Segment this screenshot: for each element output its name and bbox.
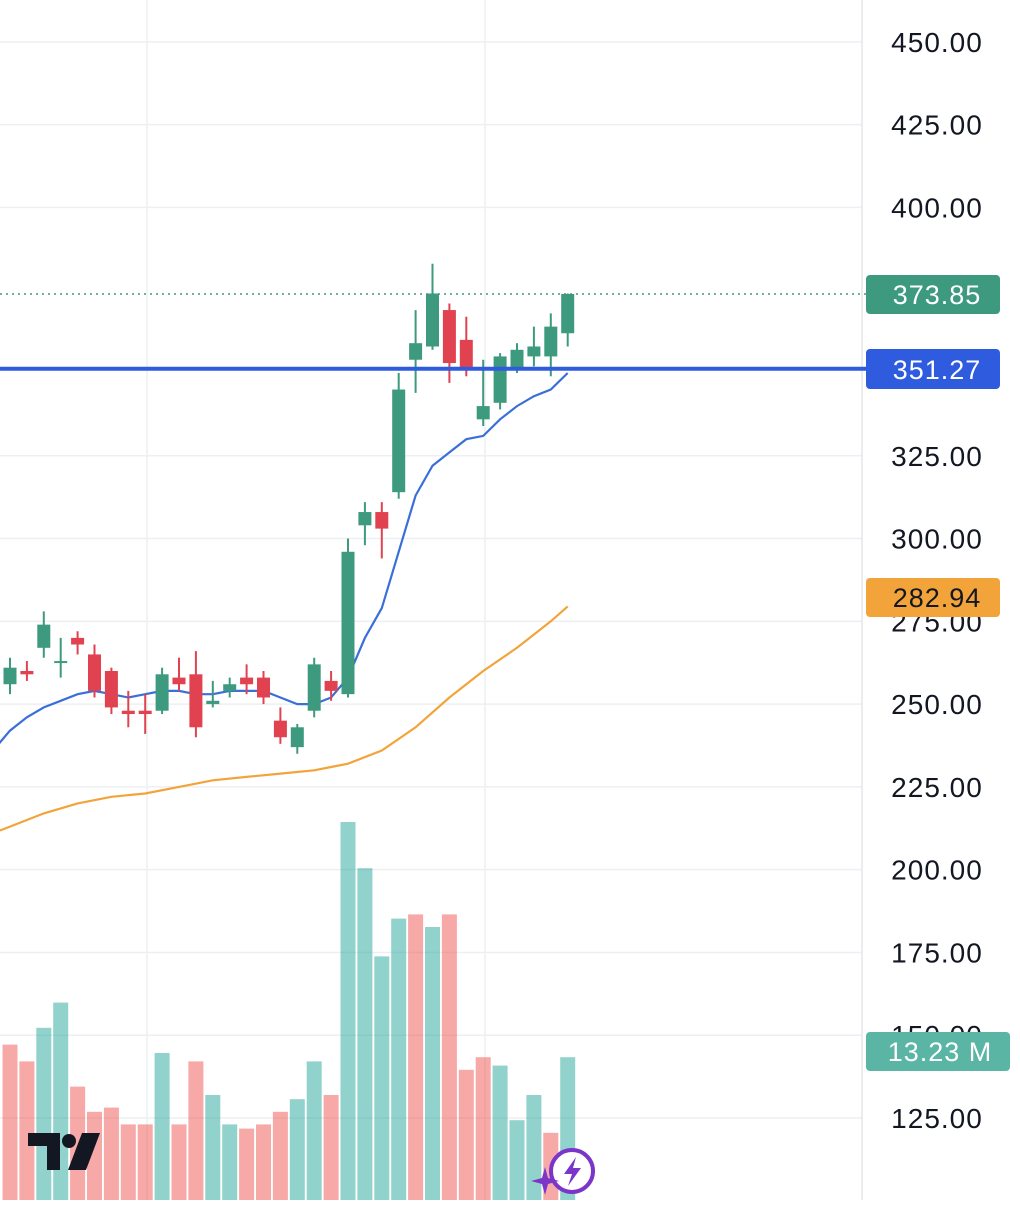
candle-body-33 bbox=[561, 294, 575, 334]
candle-body-22 bbox=[375, 512, 389, 529]
volume-bar-27 bbox=[458, 1069, 474, 1200]
price-level-lines bbox=[0, 293, 866, 371]
candle-body-20 bbox=[341, 551, 355, 695]
candle-body-13 bbox=[223, 684, 237, 691]
volume-bar-21 bbox=[357, 868, 373, 1200]
volume-bar-19 bbox=[323, 1095, 339, 1200]
candle-body-25 bbox=[426, 293, 439, 347]
volume-bar-15 bbox=[256, 1124, 271, 1200]
grid bbox=[0, 0, 863, 1200]
volume-bar-30 bbox=[509, 1120, 525, 1200]
volume-bar-11 bbox=[188, 1061, 204, 1200]
candle-body-3 bbox=[54, 661, 68, 664]
axis-tick-label-0: 450.00 bbox=[891, 27, 983, 58]
candle-body-21 bbox=[358, 512, 372, 526]
volume-badge: 13.23 M bbox=[866, 1032, 1010, 1071]
candle-body-23 bbox=[392, 389, 406, 493]
candle-body-4 bbox=[71, 637, 85, 645]
slow-ma-badge: 282.94 bbox=[866, 578, 1000, 617]
volume-bar-9 bbox=[154, 1053, 170, 1200]
volume-bar-12 bbox=[205, 1095, 221, 1200]
volume-bar-7 bbox=[120, 1124, 136, 1200]
volume-bar-18 bbox=[306, 1061, 322, 1200]
axis-tick-label-1: 425.00 bbox=[891, 110, 983, 141]
axis-tick-label-3: 325.00 bbox=[891, 441, 983, 472]
volume-bar-13 bbox=[222, 1124, 238, 1200]
volume-bar-1 bbox=[19, 1061, 35, 1200]
candle-body-9 bbox=[155, 674, 169, 711]
volume-bar-25 bbox=[425, 927, 440, 1200]
last-price-badge-text: 373.85 bbox=[893, 280, 982, 310]
axis-tick-label-6: 250.00 bbox=[891, 689, 983, 720]
candle-body-5 bbox=[88, 654, 101, 691]
axis-tick-label-4: 300.00 bbox=[891, 524, 983, 555]
axis-tick-label-7: 225.00 bbox=[891, 772, 983, 803]
candle-body-30 bbox=[510, 349, 524, 370]
price-line-badge: 351.27 bbox=[866, 349, 1000, 389]
volume-bar-20 bbox=[340, 822, 356, 1200]
candle-body-14 bbox=[240, 677, 254, 685]
candle-body-26 bbox=[442, 310, 456, 364]
slow-moving-average bbox=[0, 605, 569, 832]
volume-bar-3 bbox=[53, 1002, 69, 1200]
candle-body-17 bbox=[290, 727, 304, 748]
candle-body-11 bbox=[189, 674, 203, 728]
volume-bar-10 bbox=[171, 1124, 187, 1200]
volume-bar-4 bbox=[70, 1086, 86, 1200]
candle-body-7 bbox=[121, 710, 135, 715]
volume-bar-8 bbox=[137, 1124, 153, 1200]
volume-bar-2 bbox=[36, 1027, 52, 1200]
candle-body-15 bbox=[257, 677, 270, 698]
axis-tick-label-11: 125.00 bbox=[891, 1103, 983, 1134]
candle-body-1 bbox=[20, 670, 34, 675]
candle-body-32 bbox=[544, 326, 558, 357]
candle-body-31 bbox=[527, 346, 541, 357]
candle-body-6 bbox=[104, 670, 118, 708]
candle-body-12 bbox=[206, 700, 220, 705]
volume-bar-6 bbox=[103, 1107, 119, 1200]
volume-bar-14 bbox=[239, 1128, 255, 1200]
tradingview-logo-icon[interactable] bbox=[28, 1133, 100, 1170]
volume-bar-17 bbox=[289, 1099, 305, 1200]
candle-body-19 bbox=[324, 680, 338, 691]
candle-body-28 bbox=[476, 406, 490, 420]
candle-body-2 bbox=[37, 624, 51, 648]
fast-ma-line bbox=[0, 372, 569, 745]
last-price-badge: 373.85 bbox=[866, 275, 1000, 314]
slow-ma-line bbox=[0, 605, 569, 832]
candle-body-29 bbox=[493, 356, 507, 403]
volume-badge-text: 13.23 M bbox=[888, 1037, 993, 1067]
axis-tick-label-8: 200.00 bbox=[891, 855, 983, 886]
volume-bar-16 bbox=[272, 1111, 288, 1200]
volume-bar-23 bbox=[391, 918, 407, 1200]
candle-body-16 bbox=[273, 720, 287, 738]
volume-bars bbox=[2, 822, 576, 1200]
candle-body-24 bbox=[409, 343, 423, 360]
volume-bar-22 bbox=[374, 956, 390, 1200]
lightning-sparkle-icon[interactable] bbox=[531, 1148, 595, 1195]
candle-body-8 bbox=[138, 710, 152, 715]
fast-moving-average bbox=[0, 372, 569, 745]
candlesticks bbox=[3, 263, 575, 754]
volume-bar-26 bbox=[441, 914, 457, 1200]
candle-body-27 bbox=[459, 339, 473, 370]
volume-bar-24 bbox=[408, 914, 424, 1200]
axis-tick-label-9: 175.00 bbox=[891, 937, 983, 968]
volume-bar-29 bbox=[492, 1065, 508, 1200]
candle-body-10 bbox=[172, 677, 186, 685]
volume-bar-31 bbox=[526, 1095, 542, 1200]
candle-body-18 bbox=[307, 664, 321, 711]
candle-body-0 bbox=[3, 667, 17, 685]
price-line-badge-text: 351.27 bbox=[893, 355, 982, 385]
volume-bar-0 bbox=[2, 1044, 18, 1200]
axis-tick-label-2: 400.00 bbox=[891, 192, 983, 223]
volume-bar-28 bbox=[475, 1057, 491, 1200]
slow-ma-badge-text: 282.94 bbox=[893, 583, 982, 613]
